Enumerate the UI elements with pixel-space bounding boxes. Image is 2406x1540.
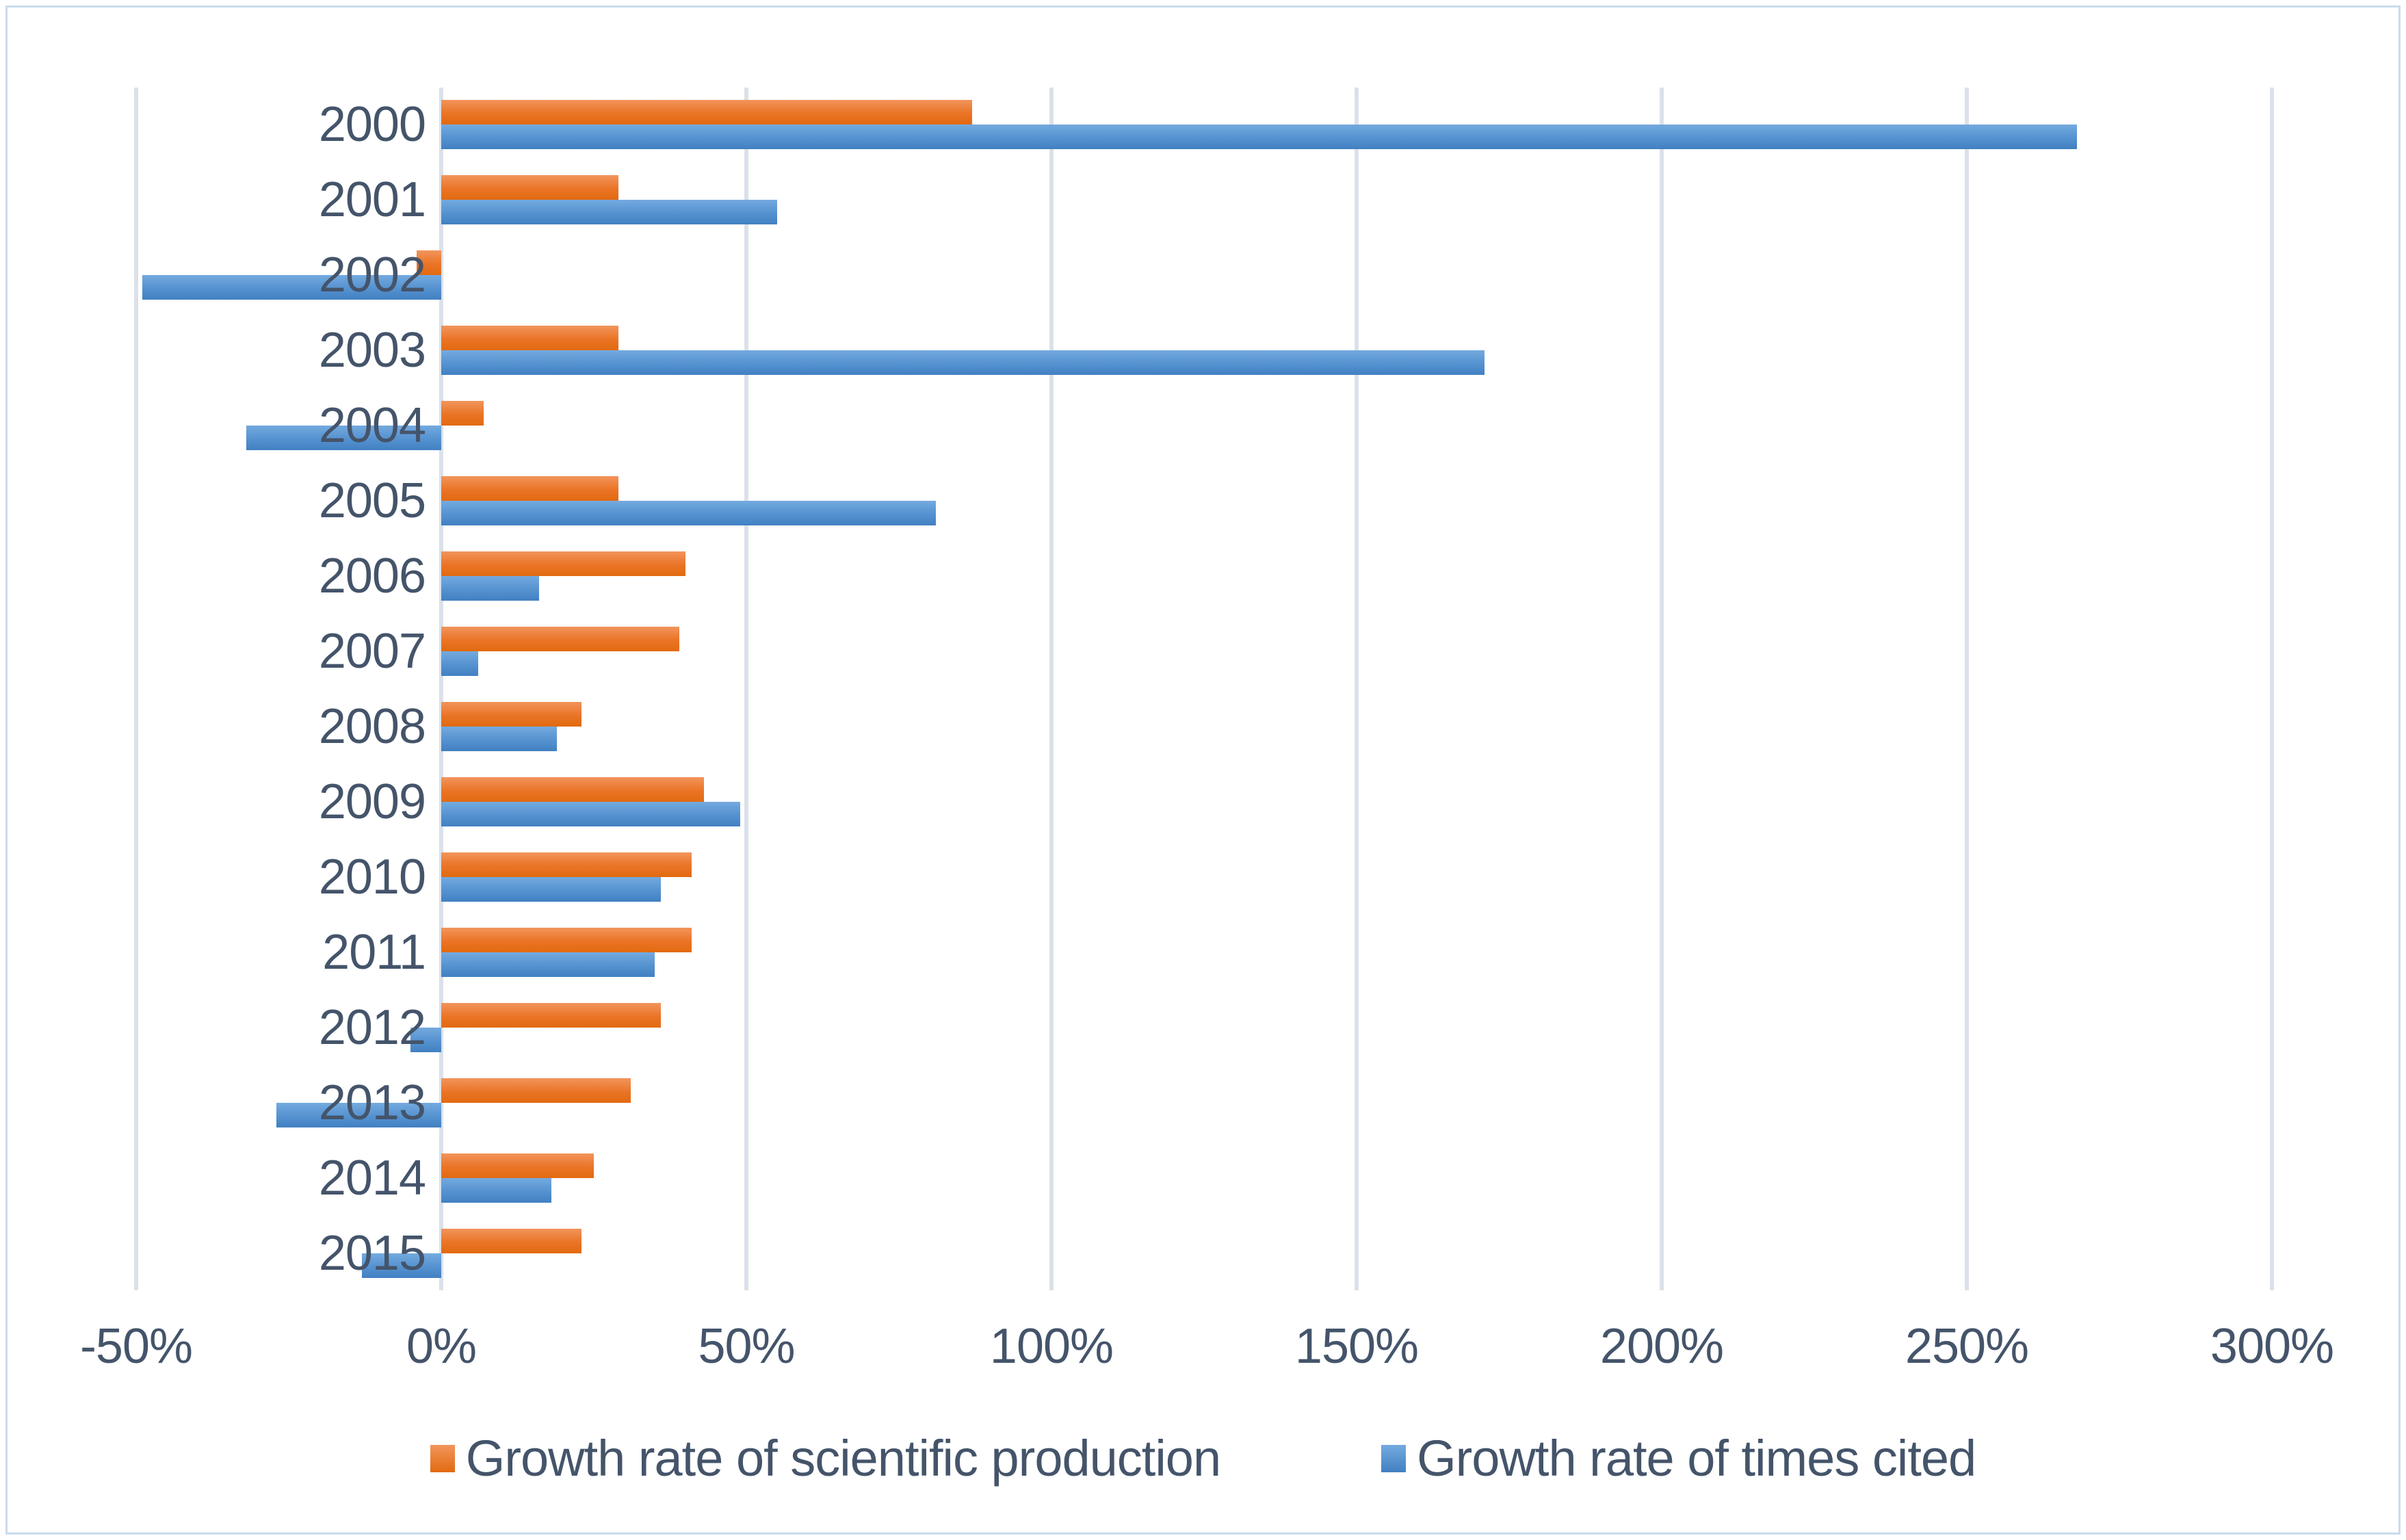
bar-times-cited-2015 [362,1253,441,1278]
bar-scientific-production-2005 [441,476,618,501]
bar-scientific-production-2003 [441,326,618,350]
category-label-2008: 2008 [318,699,426,754]
category-label-2012: 2012 [318,1000,426,1055]
bar-scientific-production-2012 [441,1003,662,1028]
gridline-300% [2270,88,2274,1290]
legend-swatch-scientific-production-icon [430,1444,455,1472]
bar-times-cited-2014 [441,1178,551,1203]
bar-times-cited-2010 [441,877,662,902]
gridline-250% [1965,88,1969,1290]
category-label-2003: 2003 [318,323,426,378]
bar-scientific-production-2000 [441,100,973,125]
bar-times-cited-2013 [276,1103,441,1127]
category-label-2006: 2006 [318,549,426,603]
bar-times-cited-2008 [441,727,558,751]
gridline-50% [744,88,748,1290]
bar-times-cited-2007 [441,651,478,676]
category-label-2011: 2011 [322,925,426,980]
bar-times-cited-2011 [441,952,655,977]
x-tick-label--50%: -50% [79,1319,193,1374]
category-label-2004: 2004 [318,398,426,453]
x-tick-label-50%: 50% [698,1319,795,1374]
bar-times-cited-2004 [246,426,441,450]
category-label-2001: 2001 [318,172,426,227]
x-tick-label-100%: 100% [989,1319,1114,1374]
chart-frame: 2000 2001 2002 2003 2004 2005 2006 2007 2008 2009… [5,5,2401,1535]
bar-scientific-production-2002 [417,250,441,275]
gridline-100% [1049,88,1054,1290]
bar-times-cited-2005 [441,501,936,525]
category-label-2005: 2005 [318,473,426,528]
bar-scientific-production-2013 [441,1078,631,1103]
bar-times-cited-2003 [441,350,1485,375]
gridline-200% [1660,88,1664,1290]
gridline--50% [134,88,138,1290]
bar-times-cited-2009 [441,802,741,826]
x-tick-label-150%: 150% [1294,1319,1419,1374]
category-label-2014: 2014 [318,1151,426,1205]
legend-item-times-cited: Growth rate of times cited [1381,1429,1976,1487]
bar-times-cited-2002 [142,275,441,300]
legend-label-times-cited: Growth rate of times cited [1417,1430,1976,1487]
legend-label-scientific-production: Growth rate of scientific production [465,1430,1221,1487]
category-label-2015: 2015 [318,1226,426,1281]
bar-scientific-production-2008 [441,702,582,727]
bar-scientific-production-2007 [441,627,679,651]
gridline-150% [1355,88,1359,1290]
legend-item-scientific-production: Growth rate of scientific production [430,1429,1221,1487]
bar-scientific-production-2010 [441,852,692,877]
bar-times-cited-2001 [441,200,777,224]
bar-scientific-production-2001 [441,175,618,200]
legend-swatch-times-cited-icon [1381,1444,1407,1472]
bar-scientific-production-2009 [441,777,704,802]
bar-times-cited-2000 [441,125,2077,149]
category-label-2002: 2002 [318,248,426,302]
legend: Growth rate of scientific production Gro… [8,1429,2398,1487]
category-label-2000: 2000 [318,97,426,152]
x-tick-label-200%: 200% [1599,1319,1724,1374]
bar-scientific-production-2006 [441,551,685,576]
x-tick-label-0%: 0% [406,1319,477,1374]
x-tick-label-300%: 300% [2210,1319,2334,1374]
category-label-2007: 2007 [318,624,426,679]
bar-times-cited-2006 [441,576,539,601]
category-label-2010: 2010 [318,850,426,904]
bar-times-cited-2012 [410,1028,441,1052]
category-label-2013: 2013 [318,1075,426,1130]
gridline-0% [439,88,443,1290]
bar-scientific-production-2011 [441,928,692,952]
x-tick-label-250%: 250% [1905,1319,2029,1374]
bar-scientific-production-2015 [441,1229,582,1253]
category-label-2009: 2009 [318,774,426,829]
bar-scientific-production-2004 [441,401,484,426]
bar-scientific-production-2014 [441,1153,594,1178]
